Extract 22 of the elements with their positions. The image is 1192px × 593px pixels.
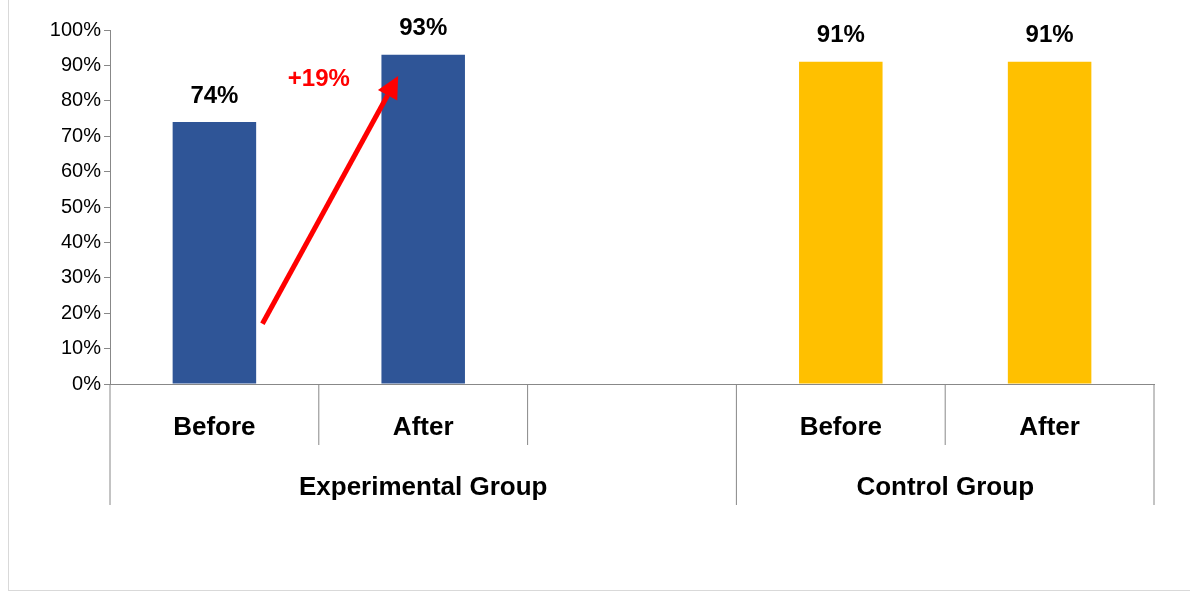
annotation: +19% bbox=[287, 64, 350, 92]
text: Experimental Group bbox=[298, 471, 548, 502]
y-tick-label: 30% bbox=[60, 265, 102, 288]
x-tick-label: After bbox=[392, 410, 454, 441]
y-tick-label: 100% bbox=[49, 17, 102, 40]
data-label: 91% bbox=[1025, 20, 1074, 48]
y-tick-label: 60% bbox=[60, 159, 102, 182]
data-label: 93% bbox=[399, 13, 448, 41]
y-tick-label: 40% bbox=[60, 229, 102, 252]
y-tick-label: 50% bbox=[60, 194, 102, 217]
y-tick-label: 90% bbox=[60, 52, 102, 75]
x-tick-label: After bbox=[1019, 410, 1080, 441]
y-tick-label: 70% bbox=[60, 123, 102, 146]
data-label: 74% bbox=[190, 80, 239, 108]
data-label: 91% bbox=[816, 20, 865, 48]
x-tick-label: Before bbox=[799, 410, 882, 441]
text: Control Group bbox=[856, 471, 1035, 502]
y-tick-label: 10% bbox=[60, 336, 102, 359]
y-tick-label: 0% bbox=[72, 371, 102, 394]
x-tick-label: Before bbox=[173, 410, 256, 441]
y-tick-label: 80% bbox=[60, 88, 102, 111]
y-tick-label: 20% bbox=[60, 300, 102, 323]
